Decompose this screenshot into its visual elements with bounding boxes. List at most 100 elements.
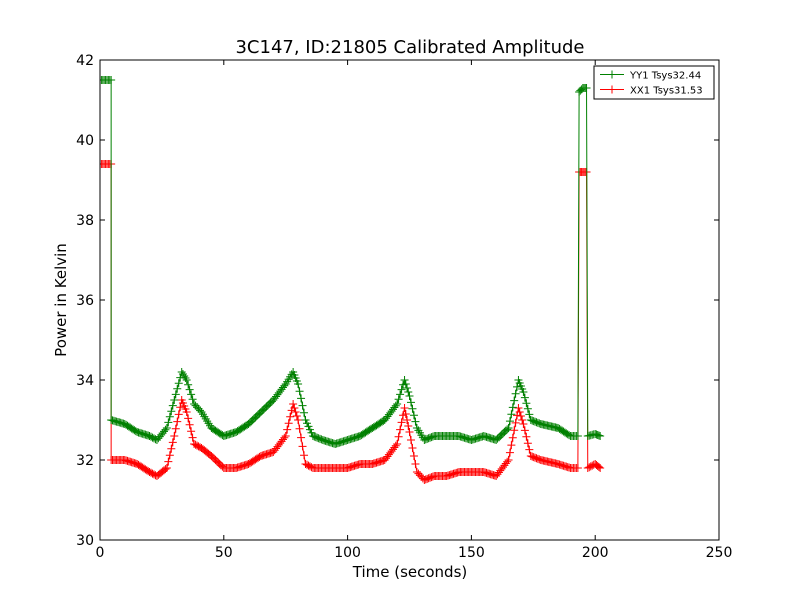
data-point-marker — [295, 387, 304, 396]
data-point-marker — [176, 403, 185, 412]
data-point-marker — [167, 407, 176, 416]
legend-marker — [608, 70, 616, 79]
data-point-marker — [519, 388, 528, 396]
data-point-marker — [182, 408, 191, 416]
data-point-marker — [400, 404, 409, 412]
data-point-marker — [300, 451, 309, 460]
data-point-marker — [510, 396, 519, 405]
plot-frame — [99, 59, 720, 541]
data-point-marker — [280, 433, 289, 442]
x-tick-label: 150 — [458, 545, 485, 561]
legend-label: XX1 Tsys31.53 — [630, 86, 703, 97]
data-point-marker — [164, 457, 173, 466]
data-point-marker — [170, 396, 179, 404]
x-tick-label: 200 — [582, 545, 609, 561]
data-point-marker — [284, 419, 293, 428]
data-point-marker — [394, 395, 403, 404]
data-point-marker — [393, 440, 402, 448]
data-point-marker — [409, 452, 418, 460]
data-point-marker — [162, 464, 171, 472]
data-point-marker — [187, 390, 196, 399]
data-point-marker — [519, 420, 528, 428]
data-point-marker — [185, 385, 194, 394]
data-point-marker — [503, 425, 512, 434]
data-point-marker — [522, 432, 531, 441]
data-point-marker — [396, 390, 405, 399]
data-point-marker — [573, 432, 582, 440]
data-point-marker — [297, 394, 306, 403]
data-point-marker — [504, 424, 513, 432]
data-point-marker — [184, 380, 193, 389]
y-tick-label: 36 — [76, 293, 94, 309]
data-point-marker — [514, 404, 523, 412]
data-point-marker — [573, 464, 582, 472]
data-point-marker — [411, 460, 420, 468]
series-layer — [100, 76, 605, 484]
data-point-marker — [171, 390, 180, 399]
data-point-marker — [525, 410, 534, 419]
data-point-marker — [523, 439, 532, 448]
data-point-marker — [504, 456, 513, 464]
data-point-marker — [503, 457, 512, 466]
legend: YY1 Tsys32.44 XX1 Tsys31.53 — [593, 65, 715, 100]
data-point-marker — [173, 384, 182, 393]
data-point-marker — [181, 374, 190, 382]
data-point-marker — [168, 401, 177, 410]
data-point-marker — [406, 398, 415, 407]
data-point-marker — [401, 410, 410, 418]
data-point-marker — [161, 465, 170, 474]
data-point-marker — [292, 412, 301, 420]
data-point-marker — [294, 380, 303, 388]
data-point-marker — [396, 425, 405, 434]
data-point-marker — [188, 433, 197, 442]
data-point-marker — [165, 412, 174, 421]
data-point-marker — [304, 422, 313, 431]
data-point-marker — [394, 432, 403, 441]
data-point-marker — [164, 418, 173, 427]
data-point-marker — [518, 416, 527, 424]
y-tick-label: 42 — [76, 53, 94, 69]
data-point-marker — [171, 424, 180, 433]
data-point-marker — [188, 395, 197, 404]
data-point-marker — [505, 448, 514, 457]
data-point-marker — [291, 408, 300, 416]
data-point-marker — [596, 432, 605, 440]
data-point-marker — [405, 392, 414, 400]
data-point-marker — [280, 381, 289, 390]
data-point-marker — [408, 444, 417, 452]
data-point-marker — [187, 427, 196, 436]
data-point-marker — [508, 403, 517, 412]
data-point-marker — [409, 411, 418, 420]
data-point-marker — [405, 428, 414, 436]
data-point-marker — [522, 399, 531, 408]
data-point-marker — [283, 425, 292, 434]
data-point-marker — [290, 404, 299, 412]
data-point-marker — [505, 417, 514, 426]
data-point-marker — [301, 416, 310, 424]
plot-area: 0 50 100 150 200 250 30 32 34 36 38 40 42 — [76, 53, 732, 561]
data-point-marker — [281, 432, 290, 440]
data-point-marker — [594, 463, 603, 471]
data-point-marker — [403, 384, 412, 392]
data-point-marker — [520, 426, 529, 435]
data-point-marker — [289, 400, 298, 408]
data-point-marker — [165, 451, 174, 460]
x-tick-label: 0 — [96, 545, 105, 561]
chart-title: 3C147, ID:21805 Calibrated Amplitude — [235, 37, 584, 58]
data-point-marker — [525, 445, 534, 454]
data-point-marker — [400, 376, 409, 384]
data-point-marker — [298, 401, 307, 410]
data-point-marker — [170, 432, 179, 440]
data-point-marker — [182, 376, 191, 384]
x-tick-label: 250 — [706, 545, 733, 561]
x-axis-label: Time (seconds) — [352, 563, 468, 581]
legend-frame — [593, 65, 715, 100]
y-tick-label: 40 — [76, 133, 94, 149]
data-point-marker — [393, 400, 402, 408]
data-point-marker — [107, 76, 116, 84]
data-point-marker — [582, 84, 591, 92]
series-yy1 — [100, 76, 605, 448]
data-point-marker — [408, 404, 417, 413]
data-point-marker — [300, 408, 309, 417]
